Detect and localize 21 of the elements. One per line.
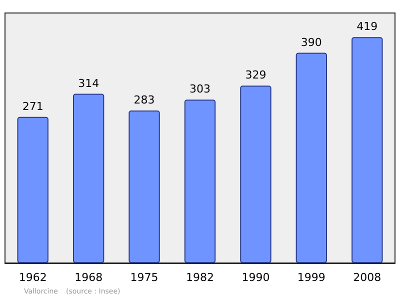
- bar: [352, 37, 383, 263]
- x-tick-label: 1975: [130, 271, 158, 284]
- bar: [128, 110, 160, 263]
- x-tick-label: 1982: [186, 271, 214, 284]
- data-label: 303: [190, 82, 210, 96]
- bar: [240, 86, 272, 263]
- x-tick-label: 2008: [353, 271, 382, 284]
- bar: [184, 100, 216, 263]
- x-tick-label: 1999: [297, 271, 326, 284]
- bar: [17, 116, 48, 263]
- data-label: 390: [300, 36, 322, 49]
- data-label: 329: [245, 68, 266, 82]
- bar: [72, 94, 104, 263]
- x-tick-label: 1990: [242, 271, 270, 284]
- x-tick-label: 1968: [74, 271, 103, 284]
- data-label: 271: [22, 100, 44, 113]
- x-tick-label: 1962: [18, 271, 47, 284]
- data-label: 314: [78, 76, 100, 90]
- bar: [296, 52, 328, 263]
- data-label: 419: [356, 20, 378, 34]
- data-label: 283: [134, 93, 155, 106]
